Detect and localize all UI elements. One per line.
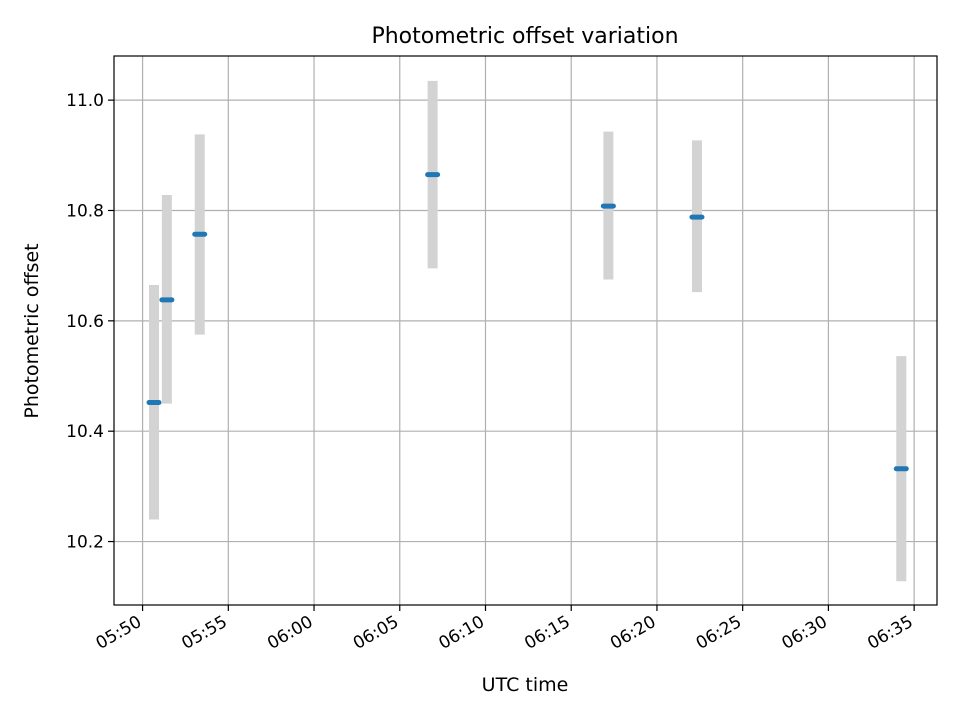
y-tick-label: 10.8: [66, 201, 104, 221]
x-axis-label: UTC time: [482, 674, 569, 696]
y-axis-label: Photometric offset: [21, 243, 43, 418]
y-tick-label: 10.6: [66, 312, 104, 332]
grid: [114, 56, 937, 605]
y-tick-label: 10.2: [66, 533, 104, 553]
plot-frame: [113, 55, 938, 606]
data-points: [146, 172, 909, 472]
chart-title: Photometric offset variation: [371, 24, 678, 49]
y-tick-label: 11.0: [66, 91, 104, 111]
y-axis-ticks: 10.2 10.4 10.6 10.8 11.0: [66, 91, 114, 553]
y-tick-label: 10.4: [66, 422, 104, 442]
